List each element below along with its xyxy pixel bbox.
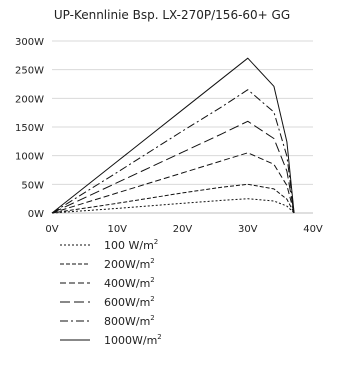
- x-tick-label: 30V: [238, 224, 258, 235]
- series-line: [51, 57, 295, 214]
- chart-title: UP-Kennlinie Bsp. LX-270P/156-60+ GG: [54, 8, 290, 22]
- legend-label: 400W/m2: [104, 276, 155, 290]
- y-tick-label: 150W: [15, 123, 44, 134]
- y-tick-label: 200W: [15, 94, 44, 105]
- x-tick-label: 10V: [107, 224, 127, 235]
- x-tick-label: 40V: [303, 224, 323, 235]
- series-group: [51, 57, 295, 214]
- y-tick-label: 0W: [28, 209, 44, 220]
- series-line: [51, 89, 295, 214]
- legend-label: 600W/m2: [104, 295, 155, 309]
- y-tick-label: 250W: [15, 66, 44, 77]
- legend-label: 200W/m2: [104, 257, 155, 271]
- legend-label: 100 W/m2: [104, 238, 158, 252]
- series-line: [51, 198, 295, 214]
- y-tick-label: 50W: [21, 180, 44, 191]
- legend-label: 800W/m2: [104, 314, 155, 328]
- legend: 100 W/m2 200W/m2 400W/m2 600W/m2 800W/m2 1000…: [60, 238, 162, 347]
- axes: 0W 50W 100W 150W 200W 250W 300W 0V 10V 20V 30V 40V: [15, 37, 323, 235]
- x-tick-label: 20V: [173, 224, 193, 235]
- series-line: [51, 183, 295, 214]
- y-tick-label: 300W: [15, 37, 44, 48]
- series-line: [51, 152, 295, 214]
- y-tick-label: 100W: [15, 152, 44, 163]
- series-line: [51, 120, 295, 214]
- grid: [52, 40, 313, 185]
- x-tick-label: 0V: [45, 224, 58, 235]
- legend-label: 1000W/m2: [104, 333, 162, 347]
